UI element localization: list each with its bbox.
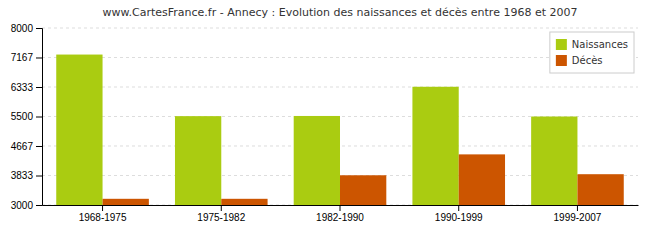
tick-mark xyxy=(36,87,42,88)
grid-line xyxy=(42,87,638,88)
tick-mark xyxy=(36,28,42,29)
tick-label: 1999-2007 xyxy=(554,212,602,223)
bar xyxy=(459,154,505,205)
grid-line xyxy=(42,57,638,58)
legend-item: Naissances xyxy=(556,39,628,50)
bar xyxy=(103,199,149,205)
x-tick: 1982-1990 xyxy=(316,205,364,223)
y-tick: 5500 xyxy=(11,111,42,122)
tick-mark xyxy=(36,57,42,58)
tick-label: 5500 xyxy=(11,111,34,122)
tick-label: 3000 xyxy=(11,200,34,211)
legend: Naissances Décès xyxy=(550,32,634,73)
legend-label: Décès xyxy=(572,55,603,66)
axis-line xyxy=(36,29,43,206)
y-tick: 3833 xyxy=(11,170,42,181)
bar xyxy=(294,116,340,205)
bar xyxy=(577,174,623,205)
bars xyxy=(56,55,624,205)
bar xyxy=(221,199,267,205)
tick-label: 4667 xyxy=(11,141,34,152)
tick-mark xyxy=(340,205,341,211)
x-tick: 1999-2007 xyxy=(554,205,602,223)
tick-mark xyxy=(36,205,42,206)
tick-label: 1968-1975 xyxy=(79,212,127,223)
plot: 1968-1975 1975-1982 1982-1990 1990-1999 1999… xyxy=(11,23,639,223)
tick-mark xyxy=(577,205,578,211)
tick-label: 3833 xyxy=(11,170,34,181)
grid-line xyxy=(42,28,638,29)
tick-mark xyxy=(36,117,42,118)
x-tick: 1975-1982 xyxy=(197,205,245,223)
y-axis: 3000 3833 4667 5500 6333 7167 8000 xyxy=(11,23,43,211)
series xyxy=(56,55,577,205)
y-tick: 6333 xyxy=(11,82,42,93)
x-tick: 1990-1999 xyxy=(435,205,483,223)
bar xyxy=(531,117,577,206)
tick-label: 1982-1990 xyxy=(316,212,364,223)
chart: www.CartesFrance.fr - Annecy : Evolution… xyxy=(0,0,650,229)
legend-box xyxy=(550,32,634,73)
legend-label: Naissances xyxy=(572,39,628,50)
bar xyxy=(412,87,458,205)
series xyxy=(103,154,624,205)
tick-mark xyxy=(458,205,459,211)
y-tick: 7167 xyxy=(11,52,42,63)
tick-mark xyxy=(36,176,42,177)
x-tick: 1968-1975 xyxy=(79,205,127,223)
tick-mark xyxy=(102,205,103,211)
tick-label: 1990-1999 xyxy=(435,212,483,223)
title: www.CartesFrance.fr - Annecy : Evolution… xyxy=(103,6,578,19)
y-tick: 3000 xyxy=(11,200,42,211)
bar xyxy=(175,116,221,205)
tick-label: 8000 xyxy=(11,23,34,34)
y-tick: 8000 xyxy=(11,23,42,34)
legend-swatch xyxy=(556,55,567,66)
tick-label: 6333 xyxy=(11,82,34,93)
bar xyxy=(340,175,386,205)
legend-swatch xyxy=(556,39,567,50)
tick-mark xyxy=(36,146,42,147)
grid xyxy=(42,28,638,205)
x-axis: 1968-1975 1975-1982 1982-1990 1990-1999 1999… xyxy=(43,205,639,223)
bar xyxy=(56,55,102,205)
tick-mark xyxy=(221,205,222,211)
y-tick: 4667 xyxy=(11,141,42,152)
legend-item: Décès xyxy=(556,55,603,66)
tick-label: 1975-1982 xyxy=(197,212,245,223)
tick-label: 7167 xyxy=(11,52,34,63)
